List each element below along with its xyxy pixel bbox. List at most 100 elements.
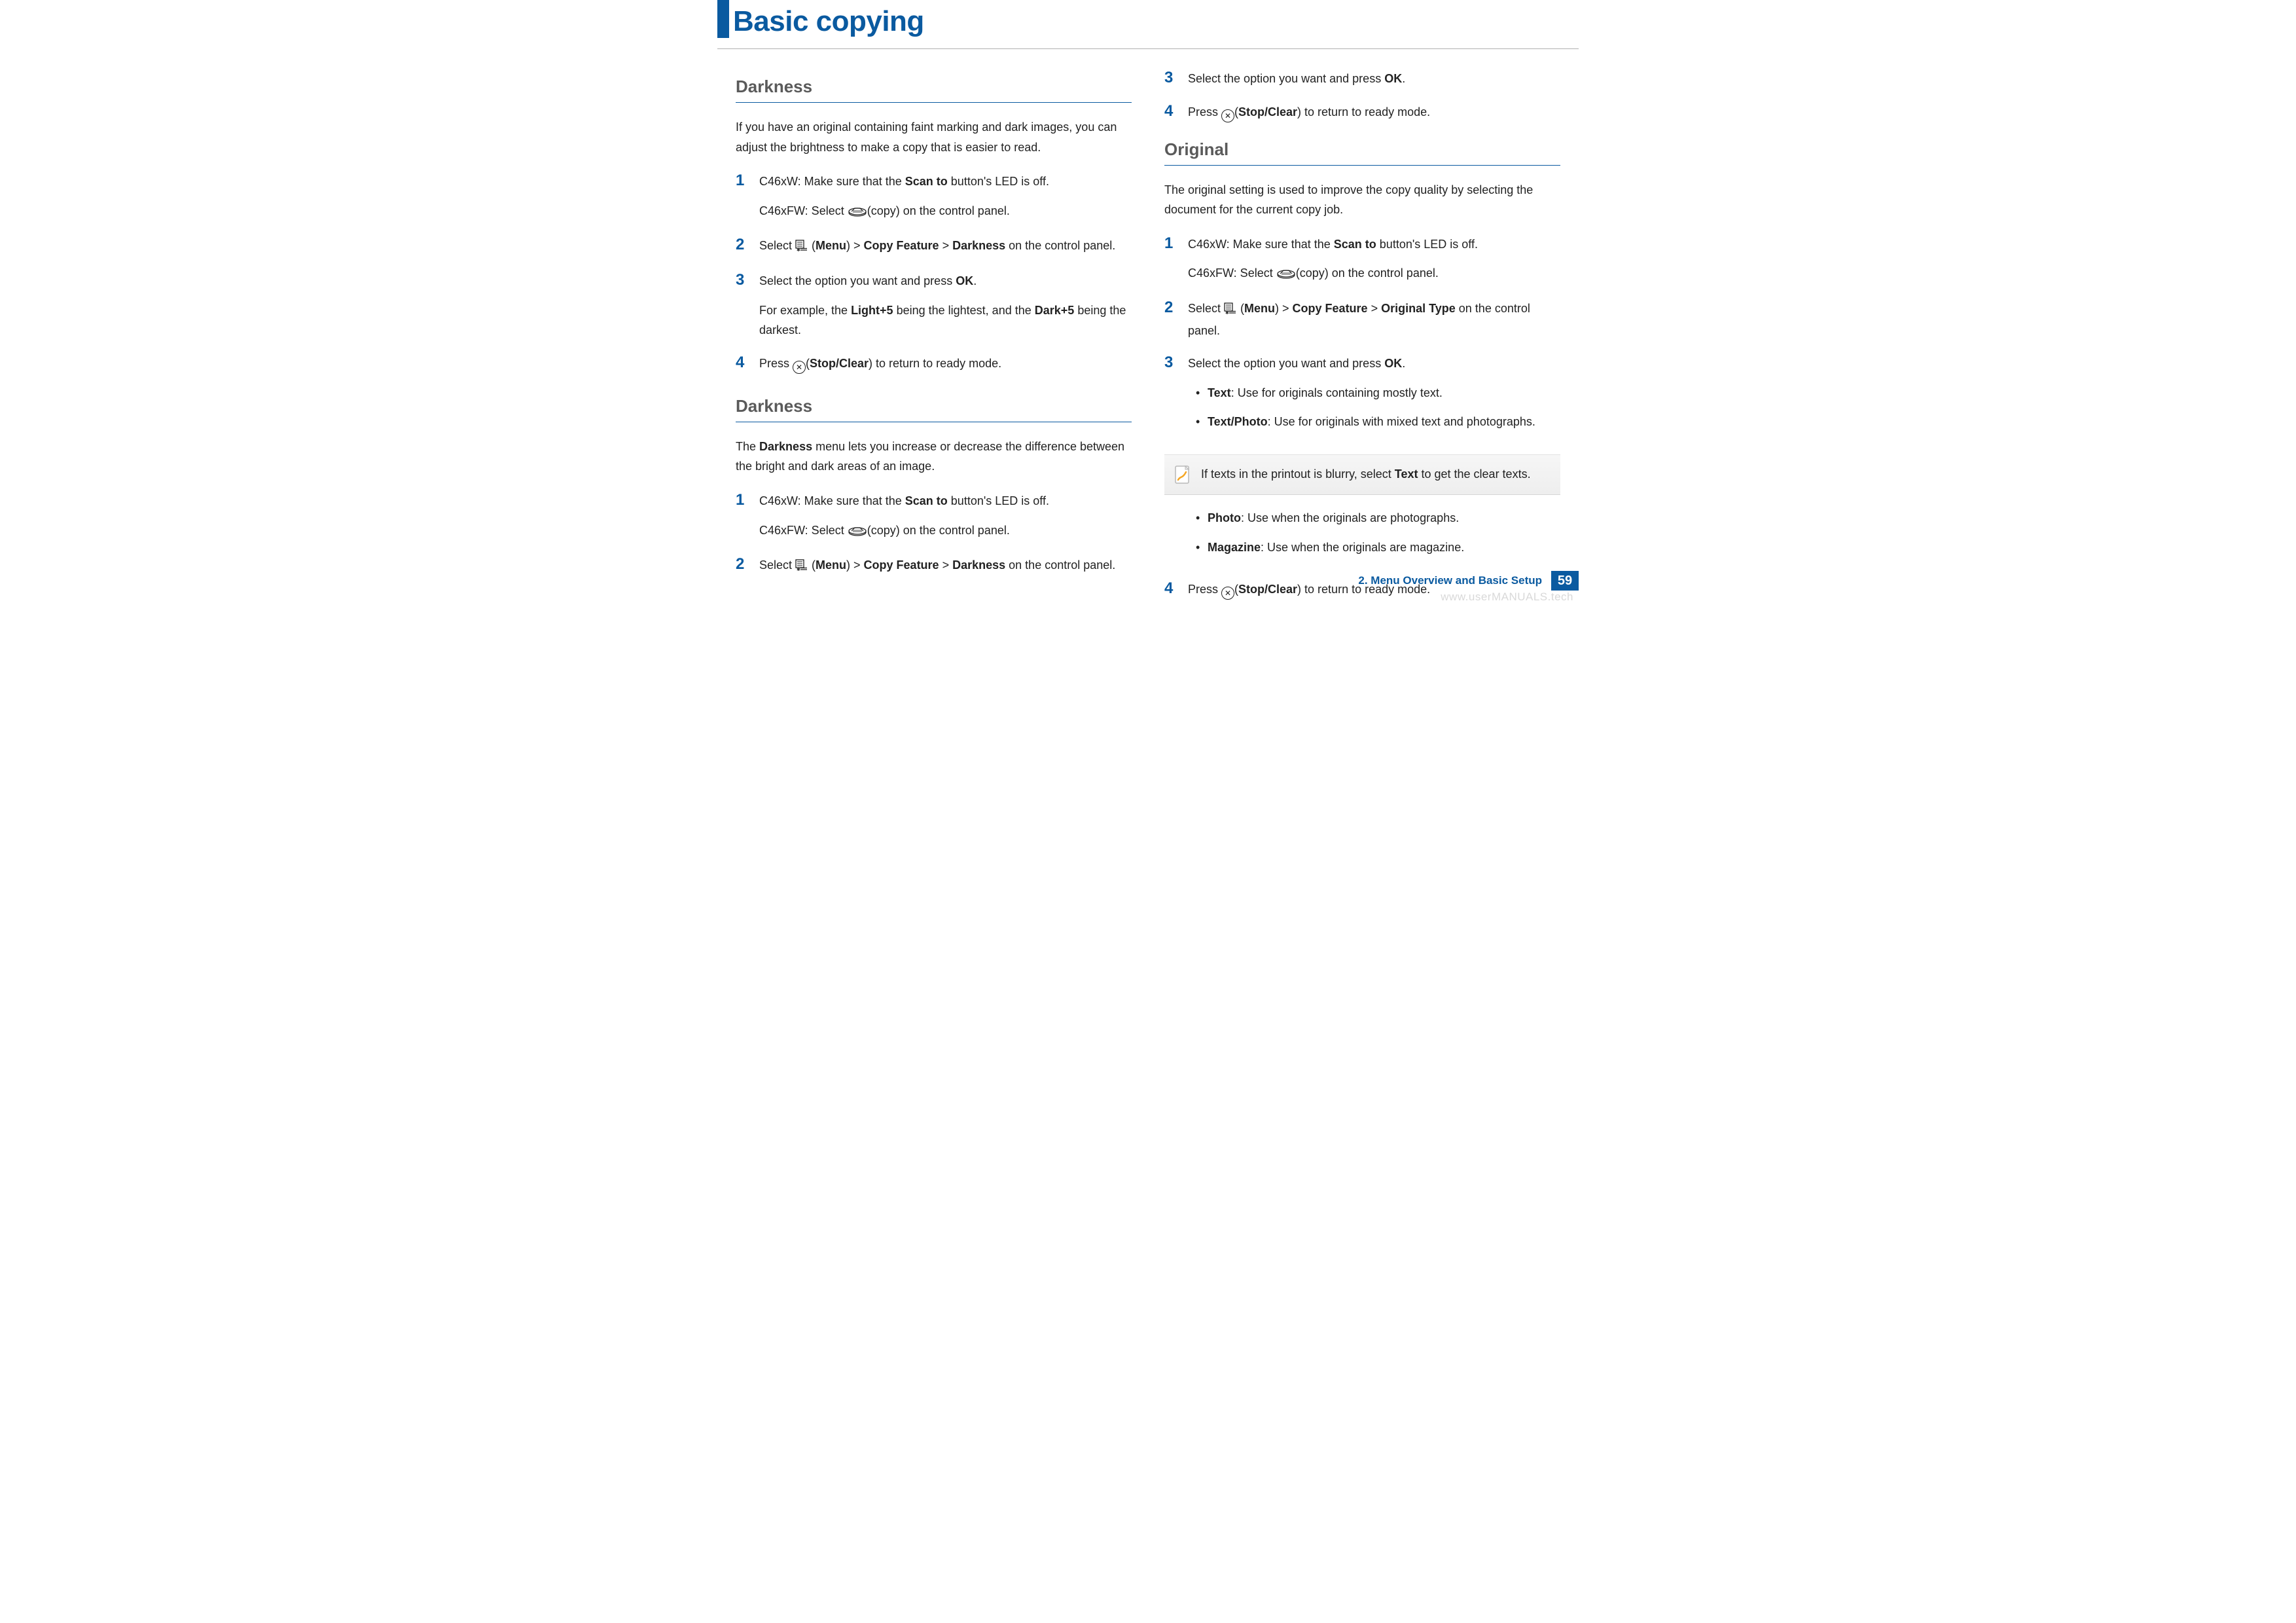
text: Press (1188, 105, 1221, 119)
text: (copy) on the control panel. (1296, 266, 1439, 280)
text: > (1368, 302, 1382, 315)
text: ) > (1275, 302, 1293, 315)
text: on the control panel. (1005, 239, 1115, 252)
ok-label: OK (956, 274, 973, 287)
stop-clear-icon: ✕ (1221, 587, 1234, 600)
textphoto-option: Text/Photo (1208, 415, 1268, 428)
text: C46xW: Make sure that the (759, 175, 905, 188)
option-list: Photo: Use when the originals are photog… (1196, 508, 1560, 557)
step: 1 C46xW: Make sure that the Scan to butt… (1164, 234, 1560, 285)
step-body: Select ✱ (Menu) > Copy Feature > Origina… (1188, 299, 1560, 340)
menu-icon: ✱ (1224, 301, 1237, 321)
text: ) to return to ready mode. (869, 357, 1001, 370)
text: > (939, 239, 953, 252)
menu-icon: ✱ (795, 238, 808, 258)
text: : Use for originals with mixed text and … (1268, 415, 1535, 428)
scan-to-label: Scan to (905, 175, 948, 188)
page-title: Basic copying (733, 0, 924, 43)
text: ( (808, 558, 816, 572)
step: 1 C46xW: Make sure that the Scan to butt… (736, 491, 1132, 542)
copy-feature-label: Copy Feature (864, 558, 939, 572)
title-badge (717, 0, 729, 38)
step-body: Select the option you want and press OK.… (1188, 354, 1560, 441)
step: 4 Press ✕(Stop/Clear) to return to ready… (1164, 102, 1560, 122)
menu-label: Menu (816, 558, 846, 572)
text: For example, the (759, 304, 851, 317)
text: : Use when the originals are photographs… (1241, 511, 1459, 524)
text: C46xW: Make sure that the (759, 494, 905, 507)
text-label: Text (1395, 467, 1418, 481)
step-body: Photo: Use when the originals are photog… (1188, 504, 1560, 566)
text: . (1402, 357, 1405, 370)
step-number: 4 (736, 354, 759, 374)
ok-label: OK (1384, 72, 1402, 85)
step-body: C46xW: Make sure that the Scan to button… (1188, 234, 1560, 285)
page-footer: 2. Menu Overview and Basic Setup 59 (1358, 571, 1579, 591)
copy-icon (1276, 265, 1296, 285)
step-body: C46xW: Make sure that the Scan to button… (759, 172, 1132, 223)
text: being the lightest, and the (893, 304, 1035, 317)
content-columns: Darkness If you have an original contain… (717, 69, 1579, 613)
menu-label: Menu (1244, 302, 1275, 315)
section-heading-original: Original (1164, 137, 1560, 162)
footer-page-number: 59 (1551, 571, 1579, 591)
text: on the control panel. (1005, 558, 1115, 572)
text: Press (759, 357, 793, 370)
step-number: 1 (736, 491, 759, 542)
text: . (1402, 72, 1405, 85)
step: 2 Select ✱ (Menu) > Copy Feature > Origi… (1164, 299, 1560, 340)
darkness2-intro: The Darkness menu lets you increase or d… (736, 437, 1132, 477)
step-body: Select ✱ (Menu) > Copy Feature > Darknes… (759, 555, 1132, 577)
text: Select the option you want and press (1188, 357, 1384, 370)
step-number: 2 (736, 236, 759, 258)
step-continued: Photo: Use when the originals are photog… (1164, 504, 1560, 566)
copy-icon (848, 522, 867, 543)
text: button's LED is off. (1376, 238, 1478, 251)
text-option: Text (1208, 386, 1231, 399)
menu-icon: ✱ (795, 557, 808, 577)
darkness-label: Darkness (952, 239, 1005, 252)
dark5-label: Dark+5 (1035, 304, 1075, 317)
step-number: 4 (1164, 102, 1188, 122)
step-number: 1 (1164, 234, 1188, 285)
text: C46xFW: Select (759, 524, 848, 537)
section-rule (736, 102, 1132, 103)
copy-feature-label: Copy Feature (864, 239, 939, 252)
step-body: Select ✱ (Menu) > Copy Feature > Darknes… (759, 236, 1132, 258)
text: Select (759, 558, 795, 572)
text: : Use when the originals are magazine. (1261, 541, 1464, 554)
menu-label: Menu (816, 239, 846, 252)
step-number: 3 (1164, 69, 1188, 89)
option-list: Text: Use for originals containing mostl… (1196, 383, 1560, 432)
original-intro: The original setting is used to improve … (1164, 180, 1560, 220)
note-icon (1174, 464, 1192, 485)
step: 3 Select the option you want and press O… (1164, 69, 1560, 89)
step-number-empty (1164, 504, 1188, 566)
manual-page: Basic copying Darkness If you have an or… (717, 0, 1579, 609)
step: 3 Select the option you want and press O… (736, 271, 1132, 340)
step: 1 C46xW: Make sure that the Scan to butt… (736, 172, 1132, 223)
text: ( (808, 239, 816, 252)
text: If texts in the printout is blurry, sele… (1201, 467, 1395, 481)
left-column: Darkness If you have an original contain… (736, 69, 1132, 613)
text: to get the clear texts. (1418, 467, 1530, 481)
stop-clear-icon: ✕ (793, 361, 806, 374)
step-number: 3 (736, 271, 759, 340)
text: (copy) on the control panel. (867, 204, 1010, 217)
page-title-bar: Basic copying (717, 0, 1579, 43)
text: Select (759, 239, 795, 252)
svg-text:✱: ✱ (797, 567, 800, 571)
list-item: Photo: Use when the originals are photog… (1196, 508, 1560, 528)
text: (copy) on the control panel. (867, 524, 1010, 537)
step-number: 2 (736, 555, 759, 577)
stop-clear-label: Stop/Clear (1238, 105, 1297, 119)
list-item: Text: Use for originals containing mostl… (1196, 383, 1560, 403)
step-number: 4 (1164, 579, 1188, 600)
svg-text:✱: ✱ (797, 247, 800, 251)
stop-clear-label: Stop/Clear (1238, 583, 1297, 596)
note-text: If texts in the printout is blurry, sele… (1201, 465, 1531, 483)
text: ( (1237, 302, 1244, 315)
scan-to-label: Scan to (1334, 238, 1376, 251)
text: . (973, 274, 977, 287)
step-body: Press ✕(Stop/Clear) to return to ready m… (1188, 102, 1560, 122)
